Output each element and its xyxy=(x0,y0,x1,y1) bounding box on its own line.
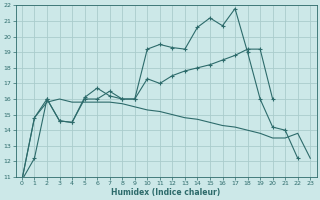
X-axis label: Humidex (Indice chaleur): Humidex (Indice chaleur) xyxy=(111,188,221,197)
